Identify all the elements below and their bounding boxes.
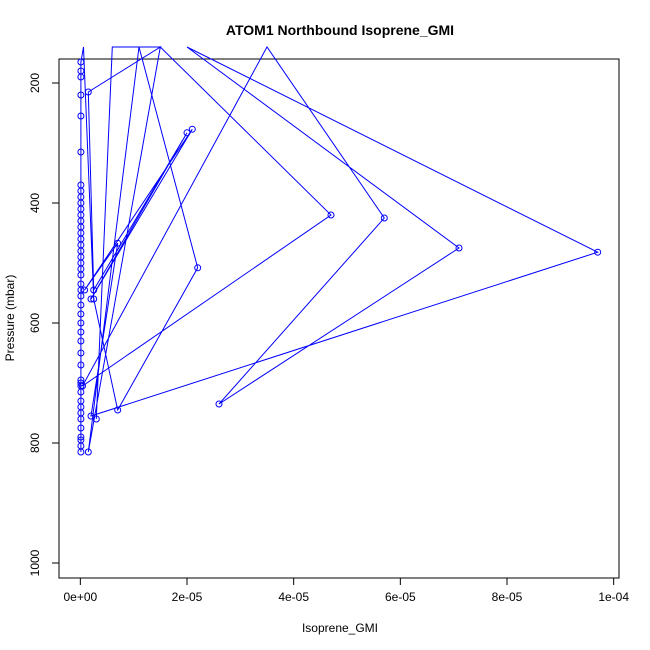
data-point	[81, 286, 89, 294]
data-point	[77, 319, 85, 327]
y-tick-label: 1000	[28, 549, 42, 576]
y-tick-label: 200	[28, 73, 42, 93]
data-point	[455, 244, 463, 252]
data-point	[84, 448, 92, 456]
y-tick-label: 600	[28, 313, 42, 333]
data-point	[194, 264, 202, 272]
x-tick-label: 4e-05	[278, 590, 309, 604]
data-point	[77, 433, 85, 441]
x-tick-label: 0e+00	[63, 590, 97, 604]
data-point	[77, 436, 85, 444]
chart-title: ATOM1 Northbound Isoprene_GMI	[226, 22, 454, 38]
data-point	[79, 382, 86, 390]
data-point	[90, 286, 98, 294]
data-point	[87, 412, 95, 420]
y-tick-label: 400	[28, 193, 42, 213]
data-point	[77, 424, 85, 432]
x-tick-label: 1e-04	[598, 590, 629, 604]
data-point	[77, 181, 85, 189]
data-point	[77, 91, 85, 99]
data-point	[114, 239, 122, 247]
data-point	[77, 112, 85, 120]
data-point	[594, 248, 602, 256]
data-point	[77, 301, 85, 309]
data-point	[90, 295, 98, 303]
data-point	[77, 280, 85, 288]
x-axis: 0e+00 2e-05 4e-05 6e-05 8e-05 1e-04	[63, 577, 629, 604]
data-point	[77, 328, 85, 336]
y-axis-label: Pressure (mbar)	[3, 275, 17, 362]
x-axis-label: Isoprene_GMI	[302, 621, 378, 635]
data-point	[77, 67, 85, 75]
data-point	[183, 129, 191, 137]
x-tick-label: 6e-05	[385, 590, 416, 604]
data-point	[84, 88, 92, 96]
data-point	[77, 397, 85, 405]
y-tick-label: 800	[28, 433, 42, 453]
data-point	[77, 361, 85, 369]
data-point	[77, 148, 85, 156]
data-point	[114, 406, 122, 414]
y-axis: 200 400 600 800 1000	[28, 73, 60, 576]
x-tick-label: 2e-05	[172, 590, 203, 604]
data-point	[327, 211, 335, 219]
data-point	[92, 415, 100, 423]
plot-frame	[58, 58, 620, 579]
data-point	[188, 125, 196, 133]
data-point	[77, 310, 85, 318]
series-layer	[77, 45, 602, 456]
series-line	[80, 45, 600, 453]
data-point	[87, 295, 95, 303]
data-point	[77, 58, 85, 66]
data-point	[380, 214, 388, 222]
data-point	[77, 349, 85, 357]
data-point	[77, 337, 85, 345]
data-point	[215, 400, 223, 408]
x-tick-label: 8e-05	[492, 590, 523, 604]
